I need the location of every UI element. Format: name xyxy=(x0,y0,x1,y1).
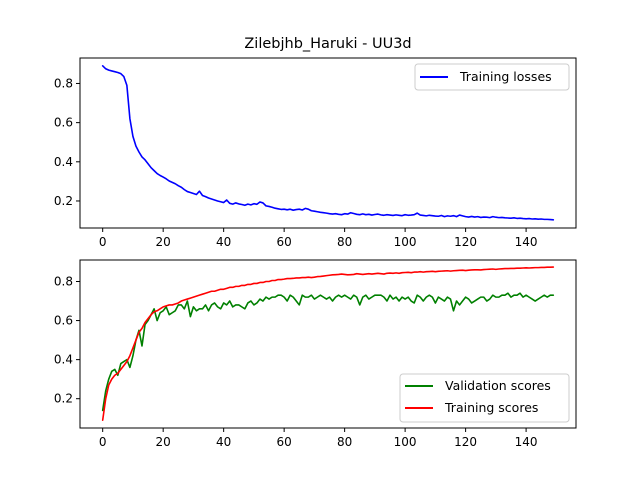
loss-x-tick-label: 60 xyxy=(277,235,292,249)
scores-x-tick-label: 100 xyxy=(394,435,417,449)
series-line-training-scores xyxy=(101,266,555,421)
loss-y-tick-label: 0.4 xyxy=(54,155,73,169)
legend-box xyxy=(399,373,570,423)
loss-y-tick-label: 0.8 xyxy=(54,76,73,90)
loss-x-tick-label: 0 xyxy=(99,235,107,249)
loss-x-tick-label: 20 xyxy=(156,235,171,249)
scores-x-tick-label: 120 xyxy=(454,435,477,449)
loss-plot-frame xyxy=(79,57,577,229)
scores-plot-series xyxy=(101,266,555,421)
scores-x-tick-label: 140 xyxy=(515,435,538,449)
scores-x-tick-label: 40 xyxy=(216,435,231,449)
scores-x-tick-label: 80 xyxy=(337,435,352,449)
loss-x-tick-label: 100 xyxy=(394,235,417,249)
loss-plot-ticks: 0 20 40 60 80 100 120 140 0.2 0.4 0.6 0.8 xyxy=(54,76,538,249)
scores-y-tick-label: 0.2 xyxy=(54,392,73,406)
legend-label-training-scores: Training scores xyxy=(444,400,538,415)
scores-plot-legend: Validation scores Training scores xyxy=(399,373,570,423)
loss-plot-axes: 0 20 40 60 80 100 120 140 0.2 0.4 0.6 0.8 Training … xyxy=(54,57,577,249)
loss-x-tick-label: 40 xyxy=(216,235,231,249)
scores-plot-frame xyxy=(79,259,577,429)
loss-plot-series xyxy=(101,65,555,221)
scores-y-tick-label: 0.8 xyxy=(54,274,73,288)
loss-y-tick-label: 0.6 xyxy=(54,116,73,130)
scores-y-tick-label: 0.4 xyxy=(54,353,73,367)
loss-x-tick-label: 120 xyxy=(454,235,477,249)
loss-x-tick-label: 80 xyxy=(337,235,352,249)
legend-label-training-losses: Training losses xyxy=(459,69,552,84)
series-line-validation-scores xyxy=(101,292,555,412)
loss-plot-legend: Training losses xyxy=(414,63,570,91)
legend-box xyxy=(414,63,570,91)
scores-x-tick-label: 20 xyxy=(156,435,171,449)
legend-label-validation-scores: Validation scores xyxy=(445,378,551,393)
chart-title: Zilebjhb_Haruki - UU3d xyxy=(244,36,411,52)
scores-x-tick-label: 60 xyxy=(277,435,292,449)
loss-x-tick-label: 140 xyxy=(515,235,538,249)
scores-plot-axes: 0 20 40 60 80 100 120 140 0.2 0.4 0.6 0.8 Validatio… xyxy=(54,259,577,449)
scores-plot-ticks: 0 20 40 60 80 100 120 140 0.2 0.4 0.6 0.8 xyxy=(54,274,538,449)
loss-y-tick-label: 0.2 xyxy=(54,194,73,208)
series-line-training-losses xyxy=(101,65,555,221)
scores-x-tick-label: 0 xyxy=(99,435,107,449)
scores-y-tick-label: 0.6 xyxy=(54,314,73,328)
